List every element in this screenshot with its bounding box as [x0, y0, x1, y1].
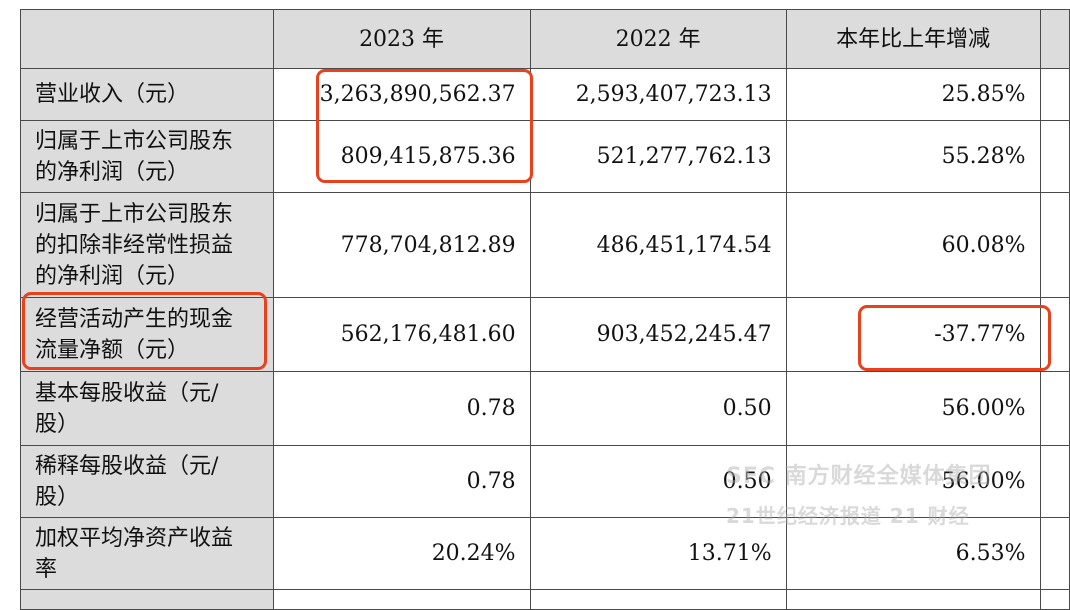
cell-2022: 2,593,407,723.13 [529, 68, 787, 121]
table-row: 基本每股收益（元/ 股） 0.78 0.50 56.00% [20, 371, 1070, 446]
row-stub [1039, 297, 1070, 372]
row-label-line: 股） [35, 484, 80, 510]
header-blank [20, 9, 274, 69]
cell-2022: 903,452,245.47 [529, 297, 787, 372]
cell-2023: 20.24% [272, 517, 531, 590]
row-stub [1039, 445, 1070, 518]
row-label-line: 的净利润（元） [35, 159, 190, 185]
row-label-line: 基本每股收益（元/ [35, 380, 219, 406]
table-row: 营业收入（元） 3,263,890,562.37 2,593,407,723.1… [20, 68, 1070, 121]
row-label: 加权平均净资产收益 率 [20, 517, 274, 590]
row-label-line: 率 [35, 556, 58, 582]
row-label-line: 流量净额（元） [35, 337, 190, 363]
cell-2023: 0.78 [272, 371, 531, 446]
cell-2023: 0.78 [272, 445, 531, 518]
table-row: 归属于上市公司股东 的扣除非经常性损益 的净利润（元） 778,704,812.… [20, 192, 1070, 298]
table-row: 经营活动产生的现金 流量净额（元） 562,176,481.60 903,452… [20, 297, 1070, 372]
cell-change: 25.85% [785, 68, 1041, 121]
row-stub [1039, 120, 1070, 193]
row-stub [1039, 371, 1070, 446]
row-label-line: 经营活动产生的现金 [35, 306, 234, 332]
row-label-line: 的净利润（元） [35, 263, 190, 289]
cell-2022: 13.71% [529, 517, 787, 590]
cell-change: 60.08% [785, 192, 1041, 298]
cell-change: 56.00% [785, 371, 1041, 446]
cell-2023: 778,704,812.89 [272, 192, 531, 298]
row-stub [1039, 192, 1070, 298]
table-header-row: 2023 年 2022 年 本年比上年增减 [20, 9, 1070, 69]
header-change: 本年比上年增减 [785, 9, 1041, 69]
row-label-line: 营业收入（元） [35, 82, 190, 107]
cell-change: 55.28% [785, 120, 1041, 193]
cell-2022: 0.50 [529, 371, 787, 446]
table-row: 归属于上市公司股东 的净利润（元） 809,415,875.36 521,277… [20, 120, 1070, 193]
row-label-line: 稀释每股收益（元/ [35, 453, 219, 479]
row-label-line: 股） [35, 411, 80, 437]
header-2023: 2023 年 [272, 9, 531, 69]
row-label: 归属于上市公司股东 的扣除非经常性损益 的净利润（元） [20, 192, 274, 298]
row-label-line: 的扣除非经常性损益 [35, 232, 234, 258]
header-2022: 2022 年 [529, 9, 787, 69]
table-row: 加权平均净资产收益 率 20.24% 13.71% 6.53% [20, 517, 1070, 590]
row-label-line: 加权平均净资产收益 [35, 525, 234, 551]
row-stub [1039, 68, 1070, 121]
row-label: 经营活动产生的现金 流量净额（元） [20, 297, 274, 372]
cell-2023: 809,415,875.36 [272, 120, 531, 193]
row-label: 基本每股收益（元/ 股） [20, 371, 274, 446]
row-label-line: 归属于上市公司股东 [35, 128, 234, 154]
row-label: 营业收入（元） [20, 68, 274, 121]
row-label-line: 归属于上市公司股东 [35, 201, 234, 227]
cell-2022: 0.50 [529, 445, 787, 518]
cell-2023: 3,263,890,562.37 [272, 68, 531, 121]
cell-2022: 521,277,762.13 [529, 120, 787, 193]
cell-2022: 486,451,174.54 [529, 192, 787, 298]
cell-change: 56.00% [785, 445, 1041, 518]
financial-table: 2023 年 2022 年 本年比上年增减 营业收入（元） 3,263,890,… [20, 9, 1070, 610]
row-stub [1039, 517, 1070, 590]
header-stub [1039, 9, 1070, 69]
cell-change: -37.77% [785, 297, 1041, 372]
row-label: 归属于上市公司股东 的净利润（元） [20, 120, 274, 193]
cell-change: 6.53% [785, 517, 1041, 590]
table-row: 稀释每股收益（元/ 股） 0.78 0.50 56.00% [20, 445, 1070, 518]
row-label: 稀释每股收益（元/ 股） [20, 445, 274, 518]
cell-2023: 562,176,481.60 [272, 297, 531, 372]
